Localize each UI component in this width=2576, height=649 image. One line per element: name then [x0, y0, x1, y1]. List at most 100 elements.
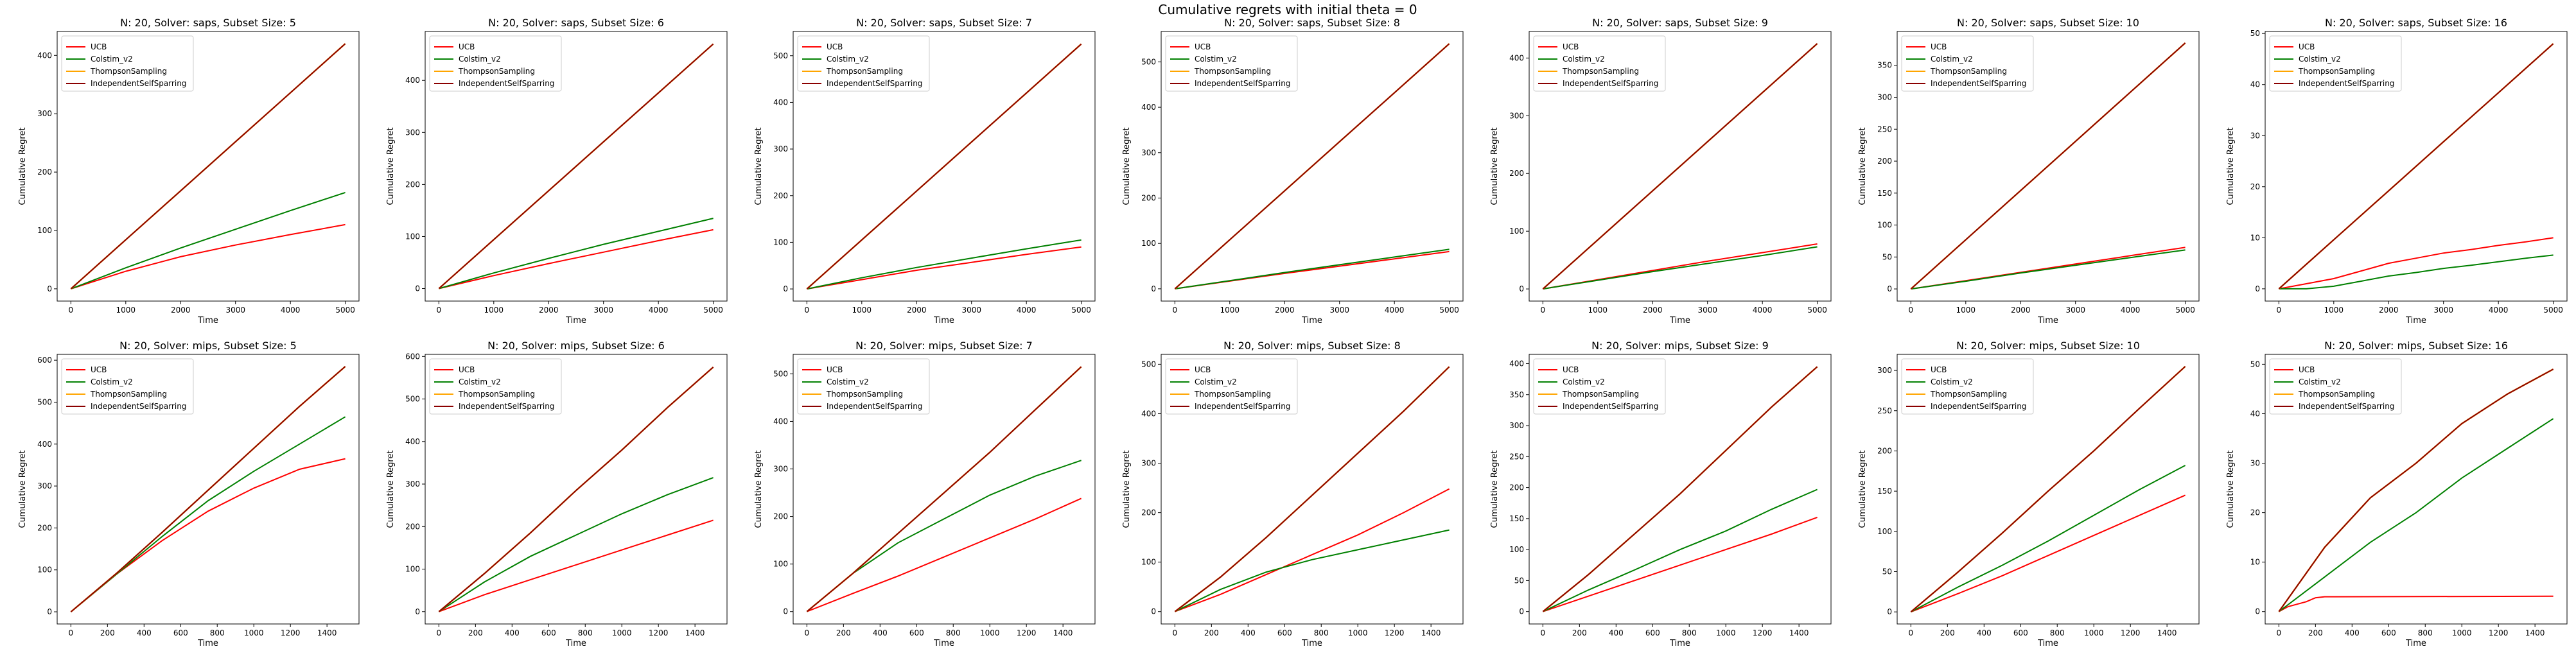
x-tick-label: 5000 — [1439, 306, 1459, 315]
legend-label: UCB — [91, 365, 107, 374]
x-tick-label: 1000 — [852, 306, 872, 315]
y-tick-label: 100 — [1141, 239, 1156, 248]
legend-label: Colstim_v2 — [2299, 55, 2341, 64]
x-axis-label: Time — [565, 316, 586, 325]
x-tick-label: 0 — [2277, 628, 2282, 637]
series-line — [1910, 42, 2186, 290]
legend: UCB Colstim_v2 ThompsonSampling Independent… — [2269, 35, 2402, 92]
y-tick-label: 200 — [37, 523, 52, 532]
x-tick-label: 600 — [541, 628, 556, 637]
chart-panel: N: 20, Solver: mips, Subset Size: 9 0 200 4… — [1490, 340, 1832, 648]
y-tick-label: 300 — [37, 481, 52, 490]
series-line — [1543, 516, 1818, 612]
series-line — [1910, 366, 2186, 612]
legend-label: Colstim_v2 — [1563, 55, 1605, 64]
axes-frame — [793, 31, 1096, 302]
legend-label: UCB — [827, 42, 843, 51]
chart-title: N: 20, Solver: mips, Subset Size: 5 — [119, 340, 297, 352]
legend: UCB Colstim_v2 ThompsonSampling Independent… — [1901, 358, 2034, 415]
chart-panel: N: 20, Solver: saps, Subset Size: 160 100… — [2226, 17, 2568, 325]
axes-frame — [793, 354, 1096, 625]
series-line — [438, 43, 714, 290]
axes-frame — [1897, 31, 2200, 302]
y-tick-label: 50 — [2250, 359, 2260, 368]
x-tick-label: 1000 — [2452, 628, 2472, 637]
legend-label: UCB — [1563, 365, 1579, 374]
x-axis-label: Time — [197, 639, 218, 648]
legend-label: UCB — [459, 365, 475, 374]
x-tick-label: 1200 — [2121, 628, 2141, 637]
series-line — [806, 366, 1082, 612]
x-tick-label: 5000 — [335, 306, 355, 315]
axes-frame — [1161, 354, 1464, 625]
y-axis-label: Cumulative Regret — [1858, 127, 1868, 205]
y-tick-label: 30 — [2250, 131, 2260, 140]
x-axis-label: Time — [2037, 316, 2058, 325]
legend-box — [1165, 358, 1298, 415]
legend: UCB Colstim_v2 ThompsonSampling Independent… — [797, 35, 930, 92]
x-tick-label: 3000 — [961, 306, 981, 315]
legend-label: IndependentSelfSparring — [1931, 402, 2026, 411]
figure-title: Cumulative regrets with initial theta = … — [1158, 2, 1417, 17]
y-axis-label: Cumulative Regret — [2226, 127, 2236, 205]
chart-panel: N: 20, Solver: saps, Subset Size: 60 1000… — [386, 17, 728, 325]
chart-panel: N: 20, Solver: saps, Subset Size: 70 1000… — [754, 17, 1096, 325]
axes-frame — [57, 354, 360, 625]
series-line — [2279, 254, 2554, 290]
axes-frame — [1529, 31, 1832, 302]
x-tick-label: 1000 — [244, 628, 264, 637]
y-tick-label: 20 — [2250, 182, 2260, 191]
legend-label: Colstim_v2 — [459, 55, 501, 64]
legend-label: ThompsonSampling — [1930, 390, 2007, 399]
y-axis-label: Cumulative Regret — [1122, 127, 1132, 205]
legend-label: IndependentSelfSparring — [1195, 79, 1290, 88]
x-tick-label: 600 — [2381, 628, 2396, 637]
x-tick-label: 800 — [946, 628, 961, 637]
y-tick-label: 400 — [1141, 103, 1156, 112]
chart-panel: N: 20, Solver: saps, Subset Size: 50 1000… — [18, 17, 360, 325]
x-tick-label: 2000 — [907, 306, 927, 315]
x-tick-label: 5000 — [2543, 306, 2563, 315]
legend-label: Colstim_v2 — [2299, 377, 2341, 386]
x-axis-label: Time — [1669, 639, 1690, 648]
y-tick-label: 100 — [1877, 527, 1892, 536]
x-axis-label: Time — [1301, 316, 1322, 325]
x-tick-label: 0 — [1541, 306, 1546, 315]
x-tick-label: 1000 — [1956, 306, 1976, 315]
x-tick-label: 1000 — [2084, 628, 2104, 637]
x-tick-label: 1200 — [281, 628, 301, 637]
legend-label: Colstim_v2 — [91, 377, 133, 386]
x-axis-label: Time — [933, 316, 954, 325]
y-tick-label: 0 — [2255, 607, 2260, 616]
x-tick-label: 2000 — [1275, 306, 1295, 315]
x-tick-label: 4000 — [2121, 306, 2141, 315]
legend-label: UCB — [827, 365, 843, 374]
x-tick-label: 600 — [2013, 628, 2028, 637]
legend-box — [429, 35, 562, 92]
series-line — [2278, 595, 2554, 612]
legend-box — [1901, 35, 2034, 92]
y-tick-label: 400 — [405, 437, 420, 446]
x-tick-label: 3000 — [1697, 306, 1717, 315]
chart-title: N: 20, Solver: saps, Subset Size: 10 — [1957, 17, 2139, 29]
series-line — [439, 519, 714, 612]
series-line — [1175, 488, 1450, 612]
chart-title: N: 20, Solver: saps, Subset Size: 9 — [1592, 17, 1768, 29]
legend-label: ThompsonSampling — [1562, 390, 1639, 399]
legend: UCB Colstim_v2 ThompsonSampling Independent… — [429, 35, 562, 92]
y-axis-label: Cumulative Regret — [386, 450, 396, 528]
chart-title: N: 20, Solver: saps, Subset Size: 6 — [488, 17, 664, 29]
legend-label: UCB — [1931, 42, 1947, 51]
y-tick-label: 50 — [1882, 567, 1892, 576]
y-tick-label: 600 — [405, 352, 420, 361]
x-tick-label: 1200 — [1017, 628, 1037, 637]
x-tick-label: 1000 — [2324, 306, 2344, 315]
legend-label: UCB — [1931, 365, 1947, 374]
y-tick-label: 400 — [405, 76, 420, 85]
x-tick-label: 2000 — [1643, 306, 1663, 315]
legend: UCB Colstim_v2 ThompsonSampling Independent… — [429, 358, 562, 415]
y-tick-label: 500 — [1141, 57, 1156, 66]
axes-frame — [1161, 31, 1464, 302]
x-tick-label: 200 — [1940, 628, 1955, 637]
series-line — [70, 458, 346, 612]
